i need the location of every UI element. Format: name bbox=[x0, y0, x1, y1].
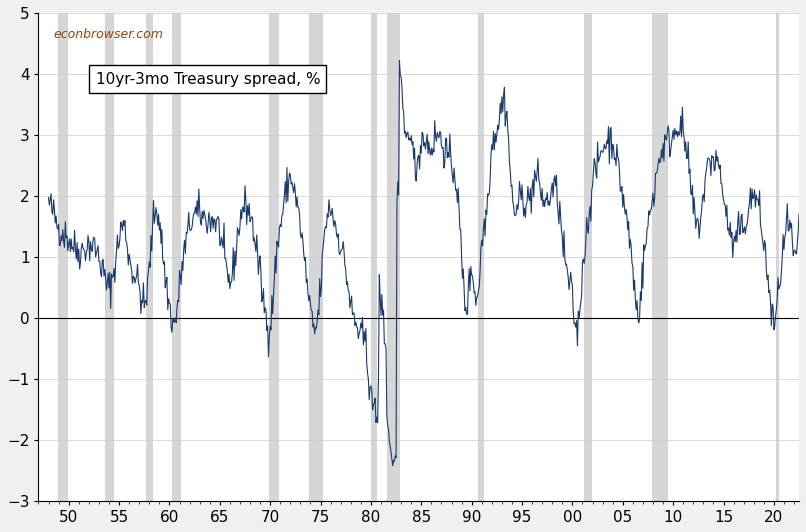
Bar bbox=[57, 13, 68, 501]
Bar bbox=[478, 13, 484, 501]
Bar bbox=[652, 13, 668, 501]
Bar bbox=[310, 13, 322, 501]
Bar bbox=[387, 13, 400, 501]
Bar bbox=[584, 13, 592, 501]
Bar bbox=[172, 13, 181, 501]
Bar bbox=[371, 13, 377, 501]
Text: 10yr-3mo Treasury spread, %: 10yr-3mo Treasury spread, % bbox=[96, 71, 320, 87]
Text: econbrowser.com: econbrowser.com bbox=[54, 28, 164, 40]
Bar bbox=[269, 13, 279, 501]
Bar bbox=[105, 13, 114, 501]
Bar bbox=[146, 13, 153, 501]
Bar bbox=[776, 13, 779, 501]
